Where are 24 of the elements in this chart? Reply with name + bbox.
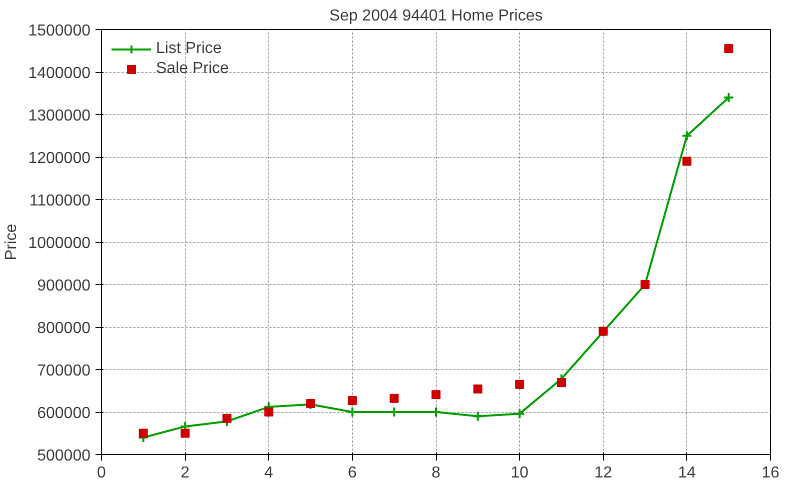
- y-tick-label: 1400000: [28, 65, 91, 82]
- y-tick-label: 1300000: [28, 108, 91, 124]
- y-tick-label: 900000: [37, 278, 91, 294]
- x-tick-label: 14: [678, 464, 696, 480]
- x-tick-label: 2: [180, 464, 190, 480]
- y-tick-label: 1200000: [28, 150, 91, 167]
- legend-label: Sale Price: [156, 60, 229, 78]
- y-tick-label: 500000: [37, 448, 91, 464]
- legend-label: List Price: [156, 40, 222, 58]
- y-tick-label: 600000: [37, 405, 91, 422]
- y-tick-label: 800000: [37, 320, 91, 337]
- y-tick-label: 1100000: [29, 192, 91, 210]
- y-tick-label: 1500000: [28, 22, 91, 40]
- x-tick-label: 16: [762, 464, 780, 480]
- x-tick-label: 0: [97, 464, 106, 480]
- x-tick-label: 12: [594, 464, 612, 480]
- chart-title: Sep 2004 94401 Home Prices: [329, 8, 543, 24]
- y-axis-title: Price: [3, 224, 20, 260]
- y-tick-label: 700000: [37, 362, 91, 380]
- x-tick-label: 6: [348, 464, 357, 480]
- x-tick-label: 10: [510, 464, 529, 480]
- x-tick-label: 4: [264, 464, 274, 480]
- y-tick-label: 1000000: [28, 235, 91, 252]
- x-tick-label: 8: [432, 464, 441, 480]
